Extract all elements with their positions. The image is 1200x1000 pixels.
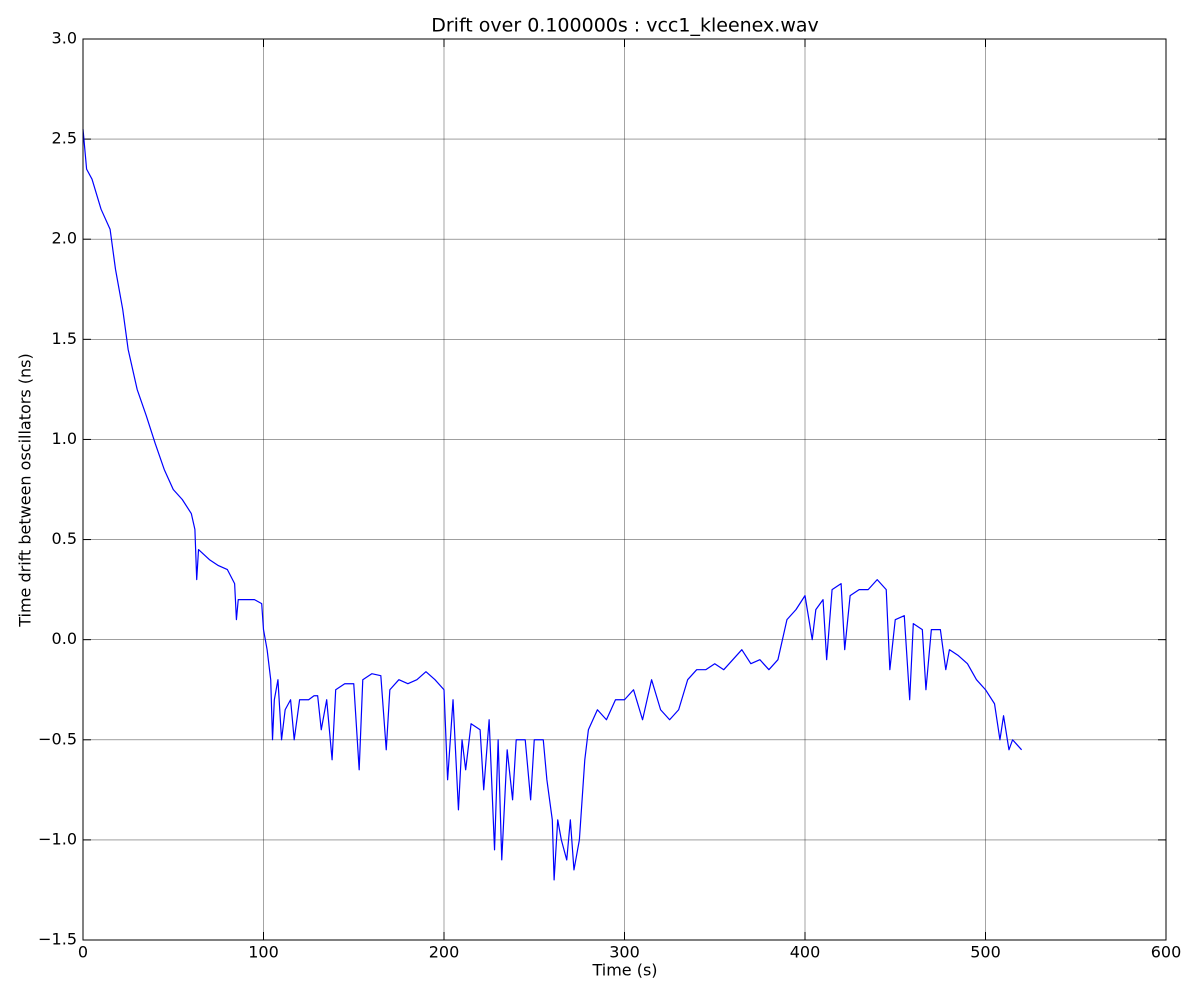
y-tick-label: 1.5	[52, 329, 77, 348]
y-tick-label: 0.5	[52, 529, 77, 548]
y-tick-label: −1.0	[38, 829, 77, 848]
y-tick-label: −0.5	[38, 729, 77, 748]
data-line	[82, 129, 1023, 881]
x-tick-label: 200	[429, 943, 460, 962]
y-tick-label: −1.5	[38, 930, 77, 949]
x-tick-label: 600	[1151, 943, 1182, 962]
x-axis-label: Time (s)	[591, 961, 657, 980]
y-tick-label: 1.0	[52, 429, 77, 448]
y-axis-label: Time drift between oscillators (ns)	[16, 353, 35, 628]
y-tick-label: 2.5	[52, 129, 77, 148]
y-tick-label: 3.0	[52, 29, 77, 48]
plot-frame	[82, 38, 1167, 941]
x-tick-label: 400	[790, 943, 821, 962]
x-tick-label: 0	[78, 943, 88, 962]
chart-title: Drift over 0.100000s : vcc1_kleenex.wav	[431, 15, 819, 37]
x-tick-label: 300	[609, 943, 640, 962]
y-tick-label: 2.0	[52, 229, 77, 248]
x-tick-label: 500	[970, 943, 1001, 962]
x-tick-label: 100	[248, 943, 279, 962]
y-tick-label: 0.0	[52, 629, 77, 648]
